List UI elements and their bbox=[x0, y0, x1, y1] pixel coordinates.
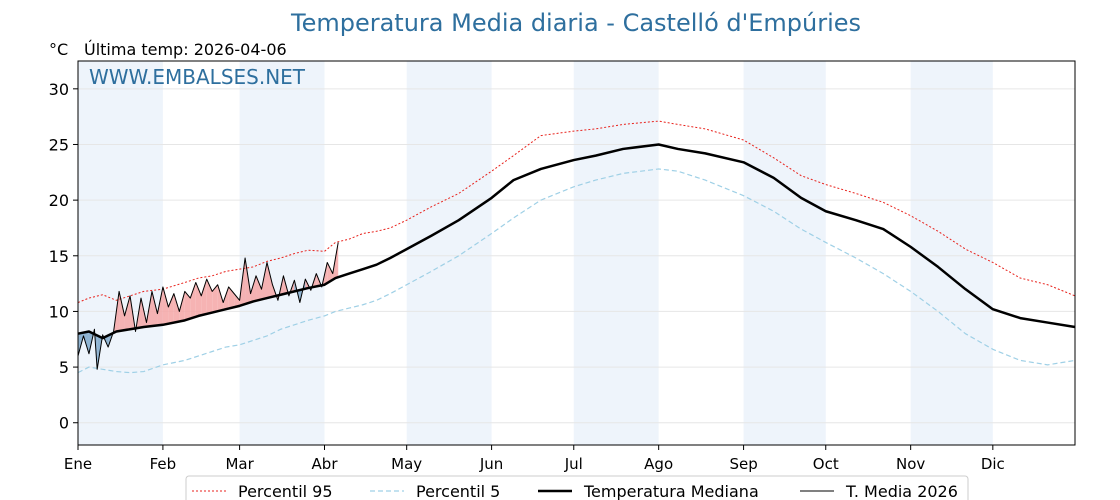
grid-lines bbox=[78, 88, 1075, 424]
x-tick-label: Feb bbox=[150, 455, 177, 473]
x-tick-label: Oct bbox=[813, 455, 839, 473]
fill-above-median bbox=[162, 286, 169, 325]
y-axis: 0 5 10 15 20 25 30 bbox=[49, 80, 78, 433]
legend: Percentil 95 Percentil 5 Temperatura Media… bbox=[185, 475, 969, 500]
fill-above-median bbox=[256, 275, 262, 301]
y-tick-label: 10 bbox=[49, 302, 69, 321]
fill-above-median bbox=[223, 286, 229, 310]
chart-title: Temperatura Media diaria - Castelló d'Em… bbox=[290, 9, 861, 37]
y-tick-label: 15 bbox=[49, 247, 69, 266]
month-band bbox=[406, 61, 492, 445]
series-lines bbox=[77, 120, 1076, 374]
y-tick-label: 5 bbox=[59, 358, 69, 377]
x-tick-label: Nov bbox=[896, 455, 925, 473]
legend-label: Temperatura Mediana bbox=[583, 482, 759, 500]
month-band bbox=[239, 61, 325, 445]
last-temp-label: Última temp: 2026-04-06 bbox=[84, 40, 287, 59]
x-tick-label: Ago bbox=[644, 455, 673, 473]
x-axis: Ene Feb Mar Abr May Jun Jul Ago Sep Oct Nov Dic bbox=[64, 445, 1005, 473]
legend-label: T. Media 2026 bbox=[845, 482, 958, 500]
fill-above-median bbox=[212, 284, 218, 313]
fill-above-median bbox=[151, 291, 158, 327]
month-band bbox=[910, 61, 993, 445]
fill-above-median bbox=[195, 282, 202, 317]
fill-above-median bbox=[168, 293, 174, 324]
x-tick-label: Jun bbox=[479, 455, 503, 473]
fill-above-median bbox=[201, 279, 207, 316]
x-tick-label: Ene bbox=[64, 455, 92, 473]
fill-above-median bbox=[173, 293, 180, 323]
fill-above-median bbox=[266, 262, 273, 299]
series-line-t-media-2026 bbox=[77, 242, 339, 370]
x-tick-label: Sep bbox=[729, 455, 757, 473]
y-tick-label: 30 bbox=[49, 80, 69, 99]
legend-label: Percentil 95 bbox=[238, 482, 333, 500]
x-tick-label: Dic bbox=[981, 455, 1005, 473]
y-tick-label: 25 bbox=[49, 135, 69, 154]
legend-label: Percentil 5 bbox=[416, 482, 500, 500]
fill-above-median bbox=[217, 284, 224, 312]
x-tick-label: May bbox=[391, 455, 422, 473]
fill-above-median bbox=[124, 295, 131, 331]
fill-above-median bbox=[190, 282, 196, 319]
fill-above-median bbox=[250, 275, 257, 303]
x-tick-label: Jul bbox=[564, 455, 583, 473]
fill-above-median bbox=[327, 262, 333, 284]
watermark: WWW.EMBALSES.NET bbox=[89, 65, 306, 89]
month-band bbox=[743, 61, 826, 445]
x-tick-label: Abr bbox=[312, 455, 339, 473]
fill-above-median bbox=[157, 286, 163, 326]
series-line-percentil-5 bbox=[77, 168, 1076, 374]
x-tick-label: Mar bbox=[225, 455, 254, 473]
fill-above-median bbox=[184, 291, 191, 321]
fill-above-median bbox=[261, 262, 267, 300]
y-tick-label: 20 bbox=[49, 191, 69, 210]
plot-frame bbox=[77, 60, 1076, 446]
fill-above-median bbox=[206, 279, 213, 314]
y-tick-label: 0 bbox=[59, 414, 69, 433]
fill-above-median bbox=[179, 291, 185, 322]
series-line-percentil-95 bbox=[77, 120, 1076, 303]
month-bands bbox=[78, 61, 993, 445]
fill-above-median bbox=[234, 293, 240, 308]
series-line-temperatura-mediana bbox=[77, 143, 1076, 340]
y-unit-label: °C bbox=[49, 40, 68, 59]
month-band bbox=[78, 61, 163, 445]
fill-above-median bbox=[119, 291, 125, 332]
month-band bbox=[573, 61, 659, 445]
legend-box bbox=[185, 475, 969, 500]
